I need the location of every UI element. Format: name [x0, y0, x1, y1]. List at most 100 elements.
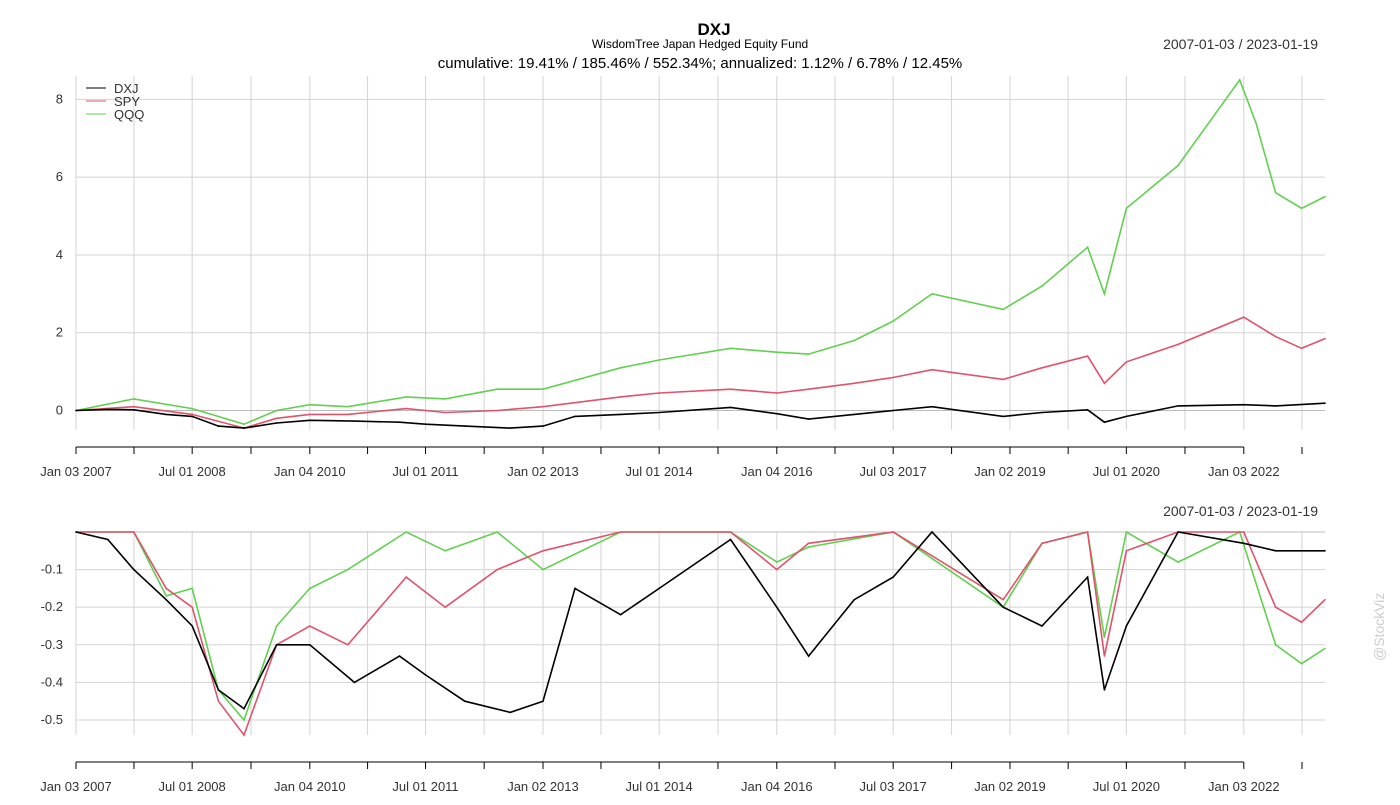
- data-point-dxj: [1324, 402, 1326, 404]
- data-point-spy: [1324, 598, 1326, 601]
- x-tick-label: Jan 03 2022: [1208, 464, 1280, 479]
- data-point-dxj: [165, 413, 167, 416]
- data-point-spy: [1041, 542, 1043, 545]
- cumulative-returns-panel: 0 2 4 6 8 Jan 03 2007 Jul 01 2008 Jan 04 2010 Ju…: [40, 76, 1326, 479]
- data-point-spy: [132, 531, 135, 533]
- data-point-dxj: [574, 587, 576, 590]
- data-point-qqq: [1274, 643, 1277, 646]
- x-tick-label: Jan 02 2013: [507, 464, 579, 479]
- data-point-spy: [309, 413, 311, 416]
- data-point-dxj: [542, 425, 544, 427]
- x-tick-label: Jul 03 2017: [860, 464, 927, 479]
- y-tick-label: 6: [56, 169, 63, 184]
- data-point-spy: [1177, 343, 1179, 346]
- data-point-spy: [191, 413, 193, 416]
- x-tick-label: Jul 01 2011: [392, 464, 458, 479]
- data-point-qqq: [165, 595, 167, 597]
- data-point-dxj: [1274, 549, 1277, 552]
- y-tick-label: -0.5: [41, 712, 63, 727]
- data-point-spy: [1324, 337, 1326, 340]
- data-point-spy: [405, 576, 407, 578]
- series-line-dxj: [75, 530, 1325, 714]
- x-tick-label: Jul 01 2020: [1093, 464, 1160, 479]
- data-point-spy: [807, 388, 810, 390]
- data-point-qqq: [1300, 662, 1303, 665]
- data-point-qqq: [1274, 191, 1277, 194]
- data-point-spy: [619, 396, 622, 398]
- x-tick-label: Jul 01 2014: [626, 464, 693, 479]
- chart-title: DXJ: [697, 20, 730, 39]
- data-point-qqq: [132, 398, 135, 400]
- data-point-qqq: [658, 359, 660, 361]
- data-point-dxj: [776, 606, 778, 608]
- y-tick-label: -0.1: [41, 562, 63, 577]
- data-point-qqq: [275, 409, 278, 412]
- data-point-dxj: [75, 409, 77, 412]
- data-point-spy: [619, 531, 622, 533]
- data-point-qqq: [1238, 79, 1241, 81]
- data-point-qqq: [807, 353, 810, 355]
- data-point-qqq: [619, 366, 622, 369]
- data-point-qqq: [1086, 246, 1089, 248]
- x-tick-label: Jan 03 2007: [40, 779, 112, 794]
- data-point-spy: [1002, 598, 1004, 601]
- data-point-dxj: [1002, 415, 1004, 418]
- data-point-qqq: [496, 388, 498, 390]
- watermark: @StockViz: [1371, 593, 1387, 661]
- y-tick-label: 2: [56, 325, 63, 340]
- data-point-spy: [776, 392, 778, 394]
- data-point-qqq: [931, 293, 933, 295]
- data-point-spy: [346, 643, 349, 646]
- data-point-dxj: [776, 412, 778, 415]
- data-point-dxj: [619, 613, 622, 616]
- x-tick-label: Jul 01 2008: [159, 779, 226, 794]
- data-point-dxj: [132, 568, 135, 571]
- data-point-dxj: [1041, 411, 1043, 414]
- data-point-dxj: [424, 423, 427, 425]
- data-point-dxj: [353, 420, 356, 422]
- series-line-spy: [76, 531, 1326, 737]
- data-point-dxj: [243, 427, 245, 429]
- data-point-dxj: [853, 413, 855, 416]
- data-point-dxj: [191, 625, 193, 627]
- data-point-qqq: [1324, 647, 1326, 650]
- data-point-spy: [496, 568, 498, 571]
- data-point-dxj: [309, 643, 311, 646]
- data-point-dxj: [1041, 625, 1043, 627]
- data-point-dxj: [931, 531, 933, 533]
- y-tick-label: 0: [56, 403, 63, 418]
- data-point-qqq: [1255, 121, 1257, 124]
- data-point-qqq: [309, 587, 311, 590]
- data-point-qqq: [776, 351, 778, 353]
- data-point-dxj: [165, 598, 167, 601]
- data-point-qqq: [1103, 293, 1106, 295]
- data-point-qqq: [191, 587, 193, 590]
- data-point-dxj: [1086, 408, 1089, 411]
- x-tick-label: Jan 04 2010: [274, 779, 346, 794]
- chart-subtitle: WisdomTree Japan Hedged Equity Fund: [592, 37, 808, 51]
- legend-label-spy: SPY: [114, 94, 140, 109]
- data-point-qqq: [807, 546, 810, 548]
- data-point-dxj: [509, 711, 511, 714]
- data-point-spy: [496, 409, 498, 412]
- data-point-spy: [931, 368, 933, 371]
- data-point-dxj: [398, 655, 401, 657]
- data-point-dxj: [275, 643, 278, 646]
- data-point-spy: [1086, 355, 1089, 357]
- legend-label-qqq: QQQ: [114, 107, 144, 122]
- data-point-dxj: [75, 531, 77, 533]
- data-point-dxj: [217, 689, 220, 691]
- data-point-dxj: [424, 674, 427, 676]
- x-tick-label: Jan 02 2013: [507, 779, 579, 794]
- data-point-spy: [1274, 606, 1277, 608]
- data-point-dxj: [574, 415, 576, 418]
- data-point-spy: [444, 606, 446, 608]
- data-point-qqq: [444, 549, 446, 552]
- data-point-qqq: [243, 719, 245, 721]
- data-point-dxj: [463, 700, 466, 702]
- data-point-spy: [1274, 335, 1277, 338]
- data-point-dxj: [398, 421, 401, 424]
- data-point-spy: [275, 417, 278, 420]
- y-tick-label: 4: [56, 247, 63, 262]
- x-tick-label: Jan 02 2019: [974, 464, 1046, 479]
